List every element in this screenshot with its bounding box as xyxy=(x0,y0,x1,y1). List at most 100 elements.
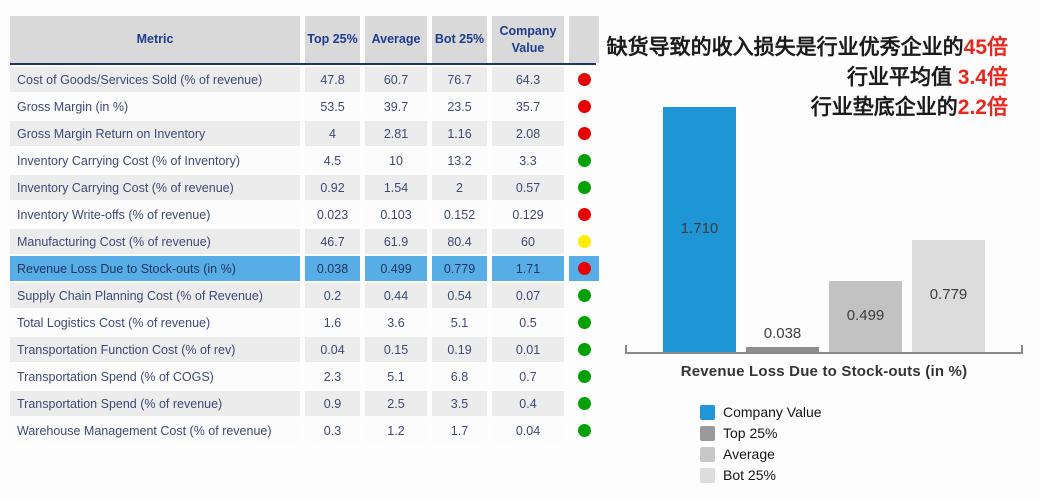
top25-cell: 46.7 xyxy=(305,229,360,254)
table-row-inventory-write-offs-of-revenue: Inventory Write-offs (% of revenue) 0.023… xyxy=(10,202,596,227)
metric-cell: Inventory Write-offs (% of revenue) xyxy=(10,202,300,227)
annotation-line-2: 行业平均值 3.4倍 xyxy=(607,63,1008,93)
average-cell: 0.44 xyxy=(365,283,427,308)
status-dot-red-icon xyxy=(577,127,591,140)
legend-swatch-icon xyxy=(700,446,715,462)
status-cell xyxy=(569,229,599,254)
bot25-cell: 23.5 xyxy=(432,94,487,119)
metric-cell: Gross Margin Return on Inventory xyxy=(10,121,300,146)
bot25-cell: 0.779 xyxy=(432,256,487,281)
top25-cell: 47.8 xyxy=(305,67,360,92)
table-row-manufacturing-cost-of-revenue: Manufacturing Cost (% of revenue) 46.7 61.… xyxy=(10,229,596,254)
average-cell: 10 xyxy=(365,148,427,173)
company-value-cell: 0.07 xyxy=(492,283,564,308)
metric-cell: Transportation Function Cost (% of rev) xyxy=(10,337,300,362)
bar-company-value xyxy=(663,107,736,352)
status-dot-red-icon xyxy=(577,208,591,221)
average-cell: 5.1 xyxy=(365,364,427,389)
legend-label: Average xyxy=(723,446,775,462)
metric-cell: Cost of Goods/Services Sold (% of revenu… xyxy=(10,67,300,92)
bar-value-label-company-value: 1.710 xyxy=(680,219,719,237)
status-cell xyxy=(569,337,599,362)
status-dot-red-icon xyxy=(577,73,591,86)
company-value-cell: 0.5 xyxy=(492,310,564,335)
status-dot-green-icon xyxy=(577,424,591,437)
status-dot-red-icon xyxy=(577,100,591,113)
bot25-cell: 13.2 xyxy=(432,148,487,173)
bar-value-label-bot-25: 0.779 xyxy=(929,286,968,303)
average-cell: 2.81 xyxy=(365,121,427,146)
legend-item-average: Average xyxy=(700,446,822,462)
metric-cell: Warehouse Management Cost (% of revenue) xyxy=(10,418,300,443)
status-cell xyxy=(569,67,599,92)
legend-swatch-icon xyxy=(700,425,715,441)
top25-cell: 0.023 xyxy=(305,202,360,227)
average-cell: 1.2 xyxy=(365,418,427,443)
average-cell: 2.5 xyxy=(365,391,427,416)
top25-cell: 2.3 xyxy=(305,364,360,389)
top25-cell: 0.038 xyxy=(305,256,360,281)
chart-plot-area: 1.710 0.038 0.499 0.779 xyxy=(625,100,1023,354)
annotation-line-3: 行业垫底企业的2.2倍 xyxy=(607,93,1008,123)
bot25-cell: 3.5 xyxy=(432,391,487,416)
average-cell: 60.7 xyxy=(365,67,427,92)
company-value-cell: 2.08 xyxy=(492,121,564,146)
metrics-table-body: Cost of Goods/Services Sold (% of revenu… xyxy=(10,67,599,443)
average-cell: 0.15 xyxy=(365,337,427,362)
bot25-cell: 80.4 xyxy=(432,229,487,254)
bar-value-label-top-25: 0.038 xyxy=(763,325,802,342)
legend-item-bot-25: Bot 25% xyxy=(700,467,822,483)
company-value-cell: 0.129 xyxy=(492,202,564,227)
table-row-transportation-function-cost-of-rev: Transportation Function Cost (% of rev) 0… xyxy=(10,337,596,362)
bot25-cell: 0.152 xyxy=(432,202,487,227)
metric-cell: Revenue Loss Due to Stock-outs (in %) xyxy=(10,256,300,281)
legend-swatch-icon xyxy=(700,467,715,483)
company-value-cell: 0.04 xyxy=(492,418,564,443)
average-cell: 61.9 xyxy=(365,229,427,254)
metrics-table: Metric Top 25% Average Bot 25% Company V… xyxy=(10,16,599,445)
company-value-cell: 64.3 xyxy=(492,67,564,92)
bot25-cell: 2 xyxy=(432,175,487,200)
column-header-metric: Metric xyxy=(10,16,300,63)
bot25-cell: 0.54 xyxy=(432,283,487,308)
status-dot-red-icon xyxy=(577,262,591,275)
metric-cell: Inventory Carrying Cost (% of Inventory) xyxy=(10,148,300,173)
average-cell: 39.7 xyxy=(365,94,427,119)
chart-legend: Company Value Top 25% Average Bot 25% xyxy=(700,404,822,488)
x-axis-label: Revenue Loss Due to Stock-outs (in %) xyxy=(680,363,968,380)
table-row-gross-margin-return-on-inventory: Gross Margin Return on Inventory 4 2.81 1.1… xyxy=(10,121,596,146)
status-dot-green-icon xyxy=(577,181,591,194)
header-underline xyxy=(10,63,596,65)
metric-cell: Inventory Carrying Cost (% of revenue) xyxy=(10,175,300,200)
top25-cell: 0.3 xyxy=(305,418,360,443)
metric-cell: Manufacturing Cost (% of revenue) xyxy=(10,229,300,254)
legend-label: Top 25% xyxy=(723,425,778,441)
company-value-cell: 0.57 xyxy=(492,175,564,200)
table-row-total-logistics-cost-of-revenue: Total Logistics Cost (% of revenue) 1.6 3.… xyxy=(10,310,596,335)
status-dot-green-icon xyxy=(577,397,591,410)
company-value-cell: 0.7 xyxy=(492,364,564,389)
status-cell xyxy=(569,256,599,281)
bot25-cell: 76.7 xyxy=(432,67,487,92)
table-header-row: Metric Top 25% Average Bot 25% Company V… xyxy=(10,16,599,63)
status-cell xyxy=(569,202,599,227)
annotation-prefix: 缺货导致的收入损失是行业优秀企业的 xyxy=(606,36,964,59)
average-cell: 0.499 xyxy=(365,256,427,281)
bot25-cell: 5.1 xyxy=(432,310,487,335)
company-value-cell: 1.71 xyxy=(492,256,564,281)
company-value-cell: 0.4 xyxy=(492,391,564,416)
company-value-cell: 60 xyxy=(492,229,564,254)
annotation-prefix: 行业平均值 xyxy=(846,66,958,89)
bot25-cell: 1.16 xyxy=(432,121,487,146)
top25-cell: 1.6 xyxy=(305,310,360,335)
status-cell xyxy=(569,148,599,173)
annotation-highlight-value: 45倍 xyxy=(963,36,1008,59)
table-row-inventory-carrying-cost-of-revenue: Inventory Carrying Cost (% of revenue) 0.… xyxy=(10,175,596,200)
metric-cell: Transportation Spend (% of revenue) xyxy=(10,391,300,416)
top25-cell: 53.5 xyxy=(305,94,360,119)
bot25-cell: 0.19 xyxy=(432,337,487,362)
x-axis-line xyxy=(625,345,1023,354)
legend-item-company-value: Company Value xyxy=(700,404,822,420)
status-dot-green-icon xyxy=(577,154,591,167)
bar-average xyxy=(829,281,902,352)
